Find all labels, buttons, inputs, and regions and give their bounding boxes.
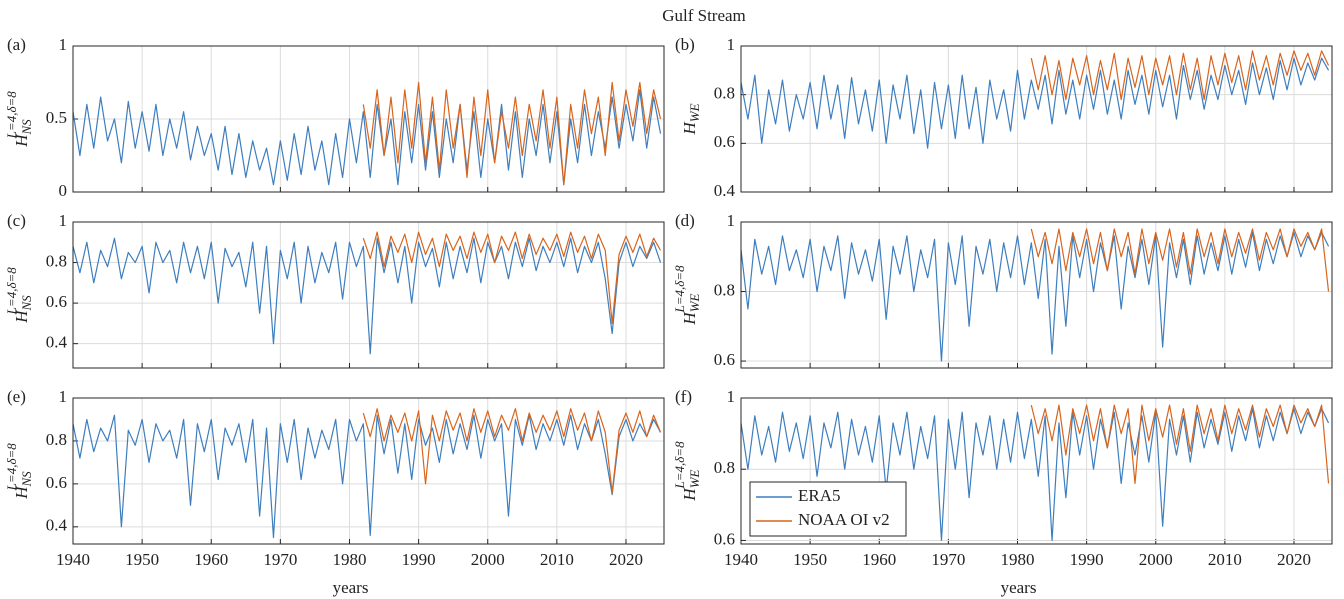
- y-tick-label: 0.6: [714, 132, 735, 151]
- axes-frame: [740, 45, 1333, 193]
- axes-frame: [72, 45, 665, 193]
- x-axis-label: years: [333, 578, 369, 597]
- legend-label: ERA5: [798, 486, 841, 505]
- series-line: [73, 237, 662, 355]
- series-line: [1030, 50, 1330, 101]
- x-tick-label: 1970: [931, 550, 965, 569]
- y-label-base: H: [12, 309, 31, 324]
- y-tick-label: 1: [59, 211, 68, 230]
- y-tick-label: 0.8: [714, 458, 735, 477]
- legend-box: [749, 481, 907, 537]
- y-label-sup: L=4,δ=8: [4, 443, 19, 492]
- panel-label: (e): [7, 387, 26, 406]
- y-label-base: H: [680, 121, 699, 136]
- y-axis-label: HNSL=4,δ=8: [4, 443, 34, 500]
- y-label-sub: WE: [687, 103, 702, 122]
- series-line: [73, 89, 662, 186]
- x-tick-label: 2000: [1139, 550, 1173, 569]
- y-axis-label: HWEL=4,δ=8: [672, 265, 702, 326]
- y-tick-label: 0: [59, 181, 68, 200]
- legend-label: NOAA OI v2: [798, 510, 890, 529]
- y-label-base: H: [12, 133, 31, 148]
- x-tick-label: 1960: [862, 550, 896, 569]
- series-line: [362, 231, 662, 324]
- y-tick-label: 0.6: [46, 292, 67, 311]
- x-tick-label: 1980: [1000, 550, 1034, 569]
- x-axis-label: years: [1001, 578, 1037, 597]
- panel-label: (c): [7, 211, 26, 230]
- x-tick-label: 1940: [56, 550, 90, 569]
- y-label-sup: L=4,δ=8: [4, 91, 19, 140]
- y-tick-label: 1: [727, 387, 736, 406]
- axes-frame: [740, 221, 1333, 369]
- series-line: [741, 231, 1330, 362]
- panel: 0.4 0.6 0.8 1 (b) HWE: [675, 35, 1333, 200]
- y-label-base: H: [680, 487, 699, 502]
- panel-label: (b): [675, 35, 695, 54]
- x-tick-label: 2010: [540, 550, 574, 569]
- series-line: [362, 81, 662, 186]
- y-tick-label: 0.8: [46, 251, 67, 270]
- panel-label: (f): [675, 387, 692, 406]
- y-label-sup: L=4,δ=8: [4, 267, 19, 316]
- y-tick-label: 0.6: [714, 350, 735, 369]
- y-tick-label: 0.8: [714, 84, 735, 103]
- panel-label: (a): [7, 35, 26, 54]
- panel: 1940 1950 1960 1970 1980 1990 2000 2010 2020 0.6 0…: [672, 387, 1333, 597]
- y-label-sup: L=4,δ=8: [672, 265, 687, 314]
- y-tick-label: 0.4: [714, 181, 736, 200]
- y-label-sub: NS: [19, 119, 34, 136]
- x-tick-label: 2010: [1208, 550, 1242, 569]
- y-label-sup: L=4,δ=8: [672, 441, 687, 490]
- y-tick-label: 0.8: [714, 280, 735, 299]
- axes-frame: [72, 221, 665, 369]
- y-label-sub: NS: [19, 471, 34, 488]
- panel: 1940 1950 1960 1970 1980 1990 2000 2010 2020 0.4 0…: [4, 387, 665, 597]
- y-tick-label: 0.4: [46, 333, 68, 352]
- series-line: [73, 414, 662, 539]
- x-tick-label: 1990: [1070, 550, 1104, 569]
- x-tick-label: 1960: [194, 550, 228, 569]
- y-tick-label: 0.6: [714, 529, 735, 548]
- y-tick-label: 1: [59, 35, 68, 54]
- x-tick-label: 2020: [609, 550, 643, 569]
- y-tick-label: 0.4: [46, 516, 68, 535]
- y-label-base: H: [12, 485, 31, 500]
- y-label-sub: WE: [687, 469, 702, 488]
- series-line: [1030, 404, 1330, 485]
- panel: 0 0.5 1 (a) HNSL=4,δ=8: [4, 35, 665, 200]
- axes-frame: [740, 397, 1333, 545]
- x-tick-label: 1940: [724, 550, 758, 569]
- x-tick-label: 2020: [1277, 550, 1311, 569]
- panel-label: (d): [675, 211, 695, 230]
- x-tick-label: 1970: [263, 550, 297, 569]
- y-axis-label: HWE: [680, 103, 702, 135]
- y-tick-label: 0.6: [46, 473, 67, 492]
- series-line: [362, 408, 662, 494]
- x-tick-label: 2000: [471, 550, 505, 569]
- y-label-sub: WE: [687, 293, 702, 312]
- series-line: [741, 408, 1330, 542]
- x-tick-label: 1950: [793, 550, 827, 569]
- y-tick-label: 1: [727, 211, 736, 230]
- x-tick-label: 1950: [125, 550, 159, 569]
- series-line: [1030, 228, 1330, 292]
- panel: 0.6 0.8 1 (d) HWEL=4,δ=8: [672, 211, 1333, 369]
- panel: 0.4 0.6 0.8 1 (c) HNSL=4,δ=8: [4, 211, 665, 369]
- axes-frame: [72, 397, 665, 545]
- y-label-base: H: [680, 311, 699, 326]
- x-tick-label: 1980: [332, 550, 366, 569]
- y-axis-label: HNSL=4,δ=8: [4, 91, 34, 148]
- y-tick-label: 1: [727, 35, 736, 54]
- y-axis-label: HNSL=4,δ=8: [4, 267, 34, 324]
- y-tick-label: 1: [59, 387, 68, 406]
- y-axis-label: HWEL=4,δ=8: [672, 441, 702, 502]
- y-label-sub: NS: [19, 295, 34, 312]
- figure-title: Gulf Stream: [662, 6, 746, 25]
- series-line: [741, 57, 1330, 149]
- y-tick-label: 0.8: [46, 430, 67, 449]
- x-tick-label: 1990: [402, 550, 436, 569]
- y-tick-label: 0.5: [46, 108, 67, 127]
